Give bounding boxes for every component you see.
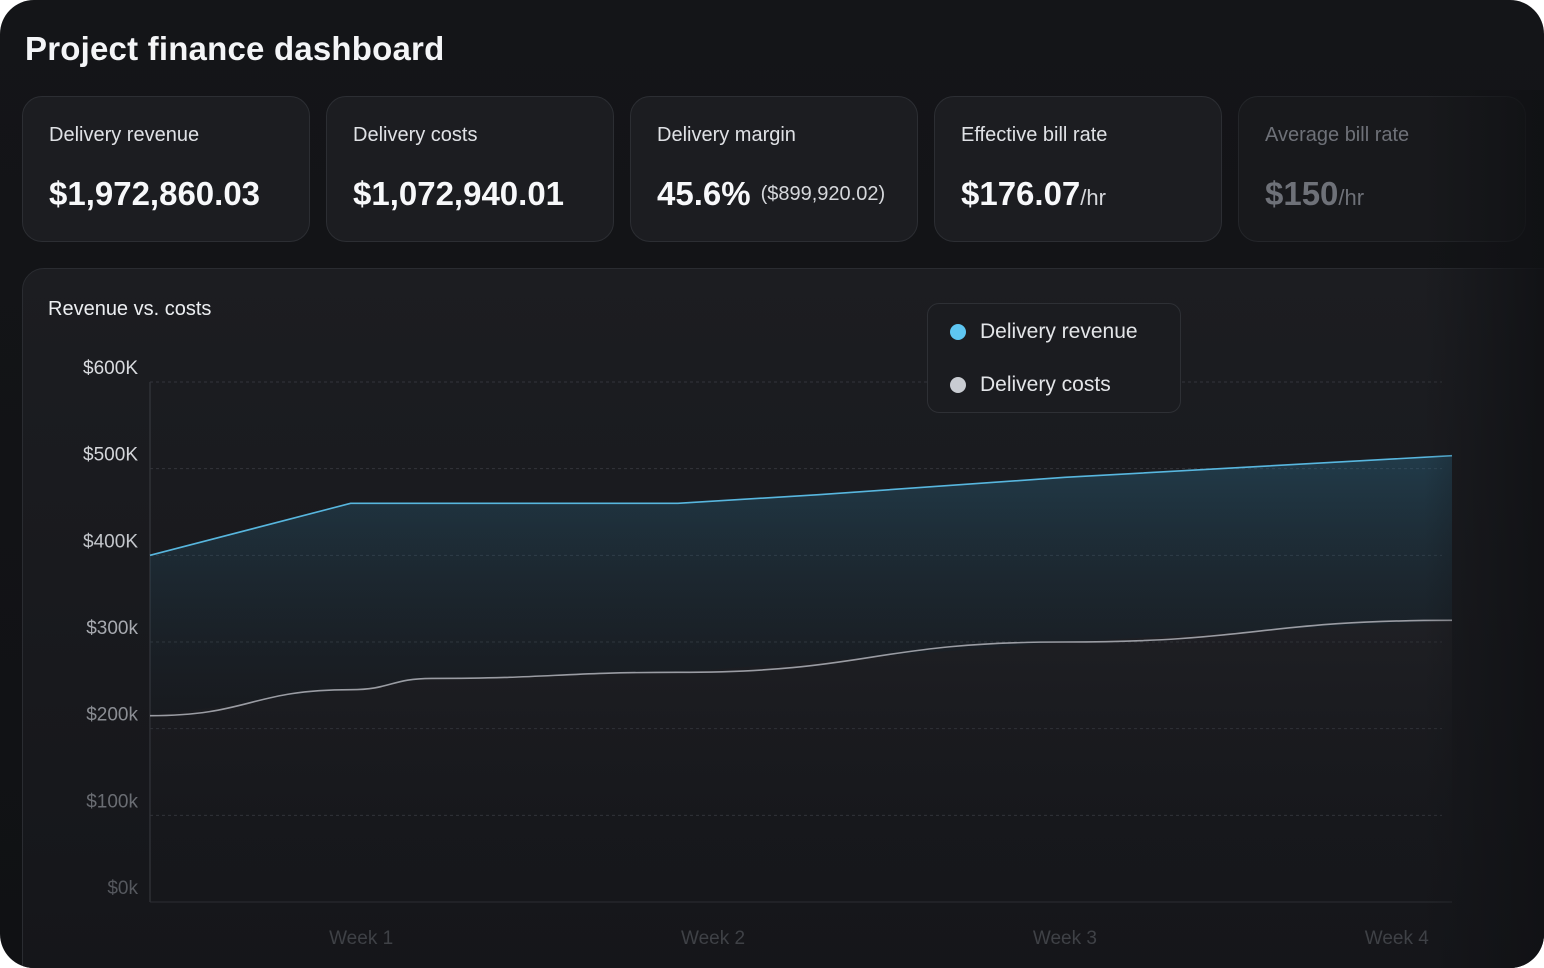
page-title: Project finance dashboard xyxy=(25,30,445,67)
card-value: $1,972,860.03 xyxy=(49,175,260,213)
card-delivery-revenue[interactable]: Delivery revenue $1,972,860.03 xyxy=(22,96,310,242)
card-label: Effective bill rate xyxy=(961,124,1108,146)
chart-title: Revenue vs. costs xyxy=(48,298,212,320)
card-delivery-costs[interactable]: Delivery costs $1,072,940.01 xyxy=(326,96,614,242)
card-label: Delivery revenue xyxy=(49,124,200,146)
y-tick-label: $400K xyxy=(83,531,138,552)
x-tick-label: Week 4 xyxy=(1365,928,1430,949)
card-unit: /hr xyxy=(1338,185,1365,210)
card-value: 45.6% ($899,920.02) xyxy=(657,175,885,213)
series-line-delivery-revenue xyxy=(149,454,1453,557)
card-value: $176.07/hr xyxy=(961,175,1106,213)
legend-label: Delivery revenue xyxy=(980,320,1138,343)
card-value-text: $150 xyxy=(1265,175,1339,212)
card-value-text: 45.6% xyxy=(657,175,751,212)
card-label: Delivery costs xyxy=(353,124,478,146)
y-tick-label: $500K xyxy=(83,445,138,466)
card-label: Average bill rate xyxy=(1265,124,1410,146)
revenue-area xyxy=(150,455,1452,716)
series-line-delivery-costs xyxy=(149,619,1453,717)
card-value-text: $1,972,860.03 xyxy=(49,175,261,212)
card-value-text: $176.07 xyxy=(961,175,1081,212)
card-effective-bill-rate[interactable]: Effective bill rate $176.07/hr xyxy=(934,96,1222,242)
card-value: $1,072,940.01 xyxy=(353,175,564,213)
legend-dot-icon xyxy=(950,377,966,393)
card-value-text: $1,072,940.01 xyxy=(353,175,565,212)
costs-area xyxy=(150,620,1452,902)
card-subvalue: ($899,920.02) xyxy=(760,183,886,205)
x-tick-label: Week 2 xyxy=(681,928,745,949)
legend-item-delivery-revenue[interactable]: Delivery revenue xyxy=(950,320,1138,344)
card-unit: /hr xyxy=(1080,185,1106,210)
legend-label: Delivery costs xyxy=(980,373,1111,396)
x-tick-label: Week 1 xyxy=(329,928,393,949)
legend-dot-icon xyxy=(950,324,966,340)
y-tick-label: $600K xyxy=(83,358,138,379)
x-tick-label: Week 3 xyxy=(1033,928,1097,949)
y-tick-label: $100k xyxy=(86,791,138,812)
card-label: Delivery margin xyxy=(657,124,796,146)
y-tick-label: $300k xyxy=(86,618,138,639)
card-delivery-margin[interactable]: Delivery margin 45.6% ($899,920.02) xyxy=(630,96,918,242)
card-value: $150/hr xyxy=(1265,175,1364,213)
chart-legend: Delivery revenue Delivery costs xyxy=(927,303,1181,413)
y-tick-label: $0k xyxy=(107,878,138,899)
legend-item-delivery-costs[interactable]: Delivery costs xyxy=(950,373,1111,397)
y-tick-label: $200k xyxy=(86,705,138,726)
